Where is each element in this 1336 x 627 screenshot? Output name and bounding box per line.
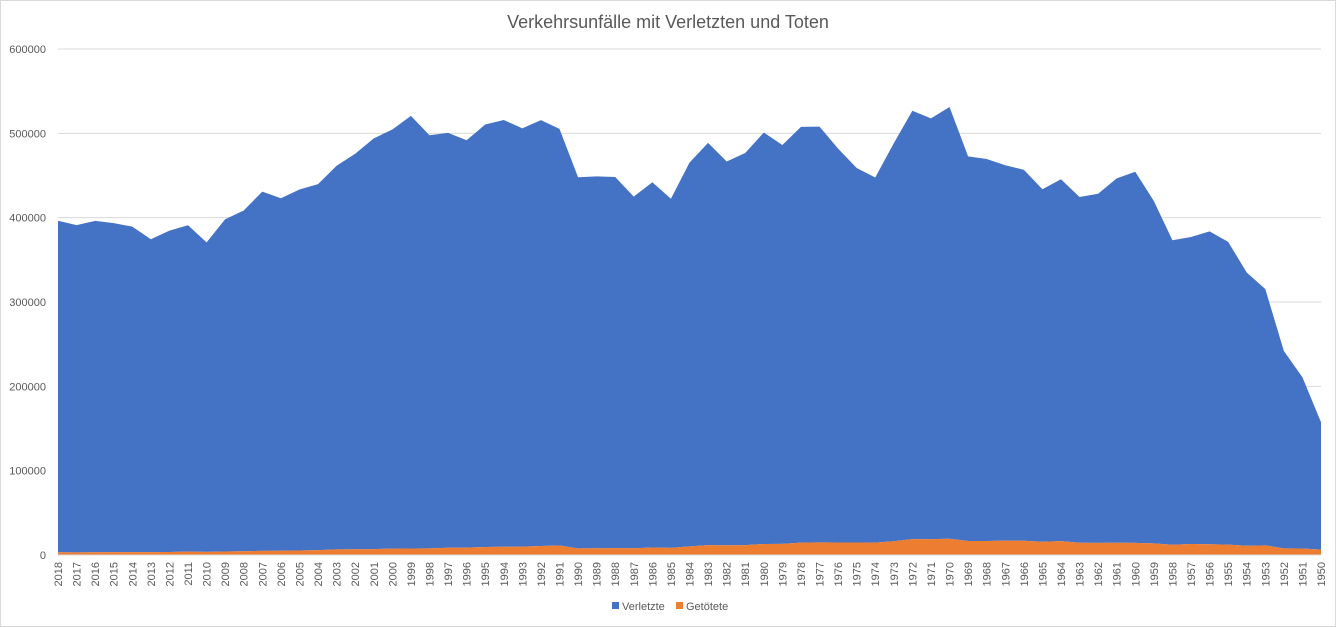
x-tick-label: 1965: [1037, 562, 1049, 586]
x-tick-label: 1958: [1167, 562, 1179, 586]
series-area-getötete: [58, 538, 1321, 555]
x-tick-label: 1977: [815, 562, 827, 586]
x-tick-label: 1989: [592, 562, 604, 586]
x-tick-label: 1998: [424, 562, 436, 586]
x-tick-label: 1972: [907, 562, 919, 586]
x-tick-label: 1978: [796, 562, 808, 586]
x-tick-label: 1956: [1205, 562, 1217, 586]
x-tick-label: 1991: [554, 562, 566, 586]
legend-label: Verletzte: [622, 601, 665, 613]
x-tick-label: 1955: [1223, 562, 1235, 586]
x-tick-label: 1985: [666, 562, 678, 586]
legend-swatch: [612, 602, 619, 609]
x-tick-label: 1951: [1297, 562, 1309, 586]
x-tick-label: 2016: [90, 562, 102, 586]
x-tick-label: 1954: [1242, 562, 1254, 586]
x-tick-label: 2006: [276, 562, 288, 586]
x-tick-label: 1959: [1149, 562, 1161, 586]
x-tick-label: 1997: [443, 562, 455, 586]
y-tick-label: 400000: [9, 213, 46, 225]
x-tick-label: 1975: [852, 562, 864, 586]
series-area-verletzte: [58, 107, 1321, 553]
x-tick-label: 2011: [183, 562, 195, 586]
x-tick-label: 1973: [889, 562, 901, 586]
y-tick-label: 0: [40, 550, 46, 562]
chart-title: Verkehrsunfälle mit Verletzten und Toten: [507, 12, 829, 32]
x-tick-label: 2018: [53, 562, 65, 586]
x-tick-label: 2015: [109, 562, 121, 586]
x-tick-label: 2005: [294, 562, 306, 586]
x-tick-label: 2017: [72, 562, 84, 586]
x-tick-label: 1988: [610, 562, 622, 586]
x-tick-label: 2003: [332, 562, 344, 586]
x-tick-label: 1983: [703, 562, 715, 586]
y-tick-label: 200000: [9, 381, 46, 393]
legend-item-getötete: Getötete: [676, 601, 728, 613]
x-tick-label: 2009: [220, 562, 232, 586]
x-tick-label: 1987: [629, 562, 641, 586]
x-axis: 2018 2017 2016 2015 2014 2013 2012 2011 2010 2009…: [53, 562, 1328, 586]
x-tick-label: 1982: [722, 562, 734, 586]
x-tick-label: 1986: [647, 562, 659, 586]
x-tick-label: 1981: [740, 562, 752, 586]
x-tick-label: 1968: [982, 562, 994, 586]
x-tick-label: 2001: [369, 562, 381, 586]
y-tick-label: 500000: [9, 128, 46, 140]
x-tick-label: 1963: [1075, 562, 1087, 586]
x-tick-label: 1960: [1130, 562, 1142, 586]
y-axis: 0 100000 200000 300000 400000 500000 600000: [9, 44, 46, 562]
legend: Verletzte Getötete: [612, 601, 728, 613]
plot-area: [58, 107, 1321, 555]
x-tick-label: 2010: [202, 562, 214, 586]
x-tick-label: 1966: [1019, 562, 1031, 586]
x-tick-label: 1993: [517, 562, 529, 586]
x-tick-label: 1962: [1093, 562, 1105, 586]
x-tick-label: 1995: [480, 562, 492, 586]
x-tick-label: 1984: [685, 562, 697, 586]
y-tick-label: 100000: [9, 466, 46, 478]
x-tick-label: 1961: [1112, 562, 1124, 586]
x-tick-label: 2002: [350, 562, 362, 586]
x-tick-label: 1957: [1186, 562, 1198, 586]
x-tick-label: 2013: [146, 562, 158, 586]
x-tick-label: 1994: [499, 562, 511, 586]
legend-swatch: [676, 602, 683, 609]
legend-item-verletzte: Verletzte: [612, 601, 665, 613]
x-tick-label: 1996: [462, 562, 474, 586]
x-tick-label: 1990: [573, 562, 585, 586]
legend-label: Getötete: [686, 601, 728, 613]
x-tick-label: 2000: [387, 562, 399, 586]
x-tick-label: 2004: [313, 562, 325, 586]
x-tick-label: 1979: [777, 562, 789, 586]
x-tick-label: 1999: [406, 562, 418, 586]
x-tick-label: 2007: [257, 562, 269, 586]
x-tick-label: 1950: [1316, 562, 1328, 586]
x-tick-label: 1976: [833, 562, 845, 586]
x-tick-label: 2012: [164, 562, 176, 586]
x-tick-label: 1969: [963, 562, 975, 586]
x-tick-label: 1952: [1279, 562, 1291, 586]
x-tick-label: 1992: [536, 562, 548, 586]
x-tick-label: 1967: [1000, 562, 1012, 586]
y-tick-label: 300000: [9, 297, 46, 309]
x-tick-label: 2008: [239, 562, 251, 586]
x-tick-label: 1964: [1056, 562, 1068, 586]
x-tick-label: 1970: [945, 562, 957, 586]
x-tick-label: 1980: [759, 562, 771, 586]
x-tick-label: 1971: [926, 562, 938, 586]
x-tick-label: 2014: [127, 562, 139, 586]
y-tick-label: 600000: [9, 44, 46, 56]
x-tick-label: 1974: [870, 562, 882, 586]
x-tick-label: 1953: [1260, 562, 1272, 586]
